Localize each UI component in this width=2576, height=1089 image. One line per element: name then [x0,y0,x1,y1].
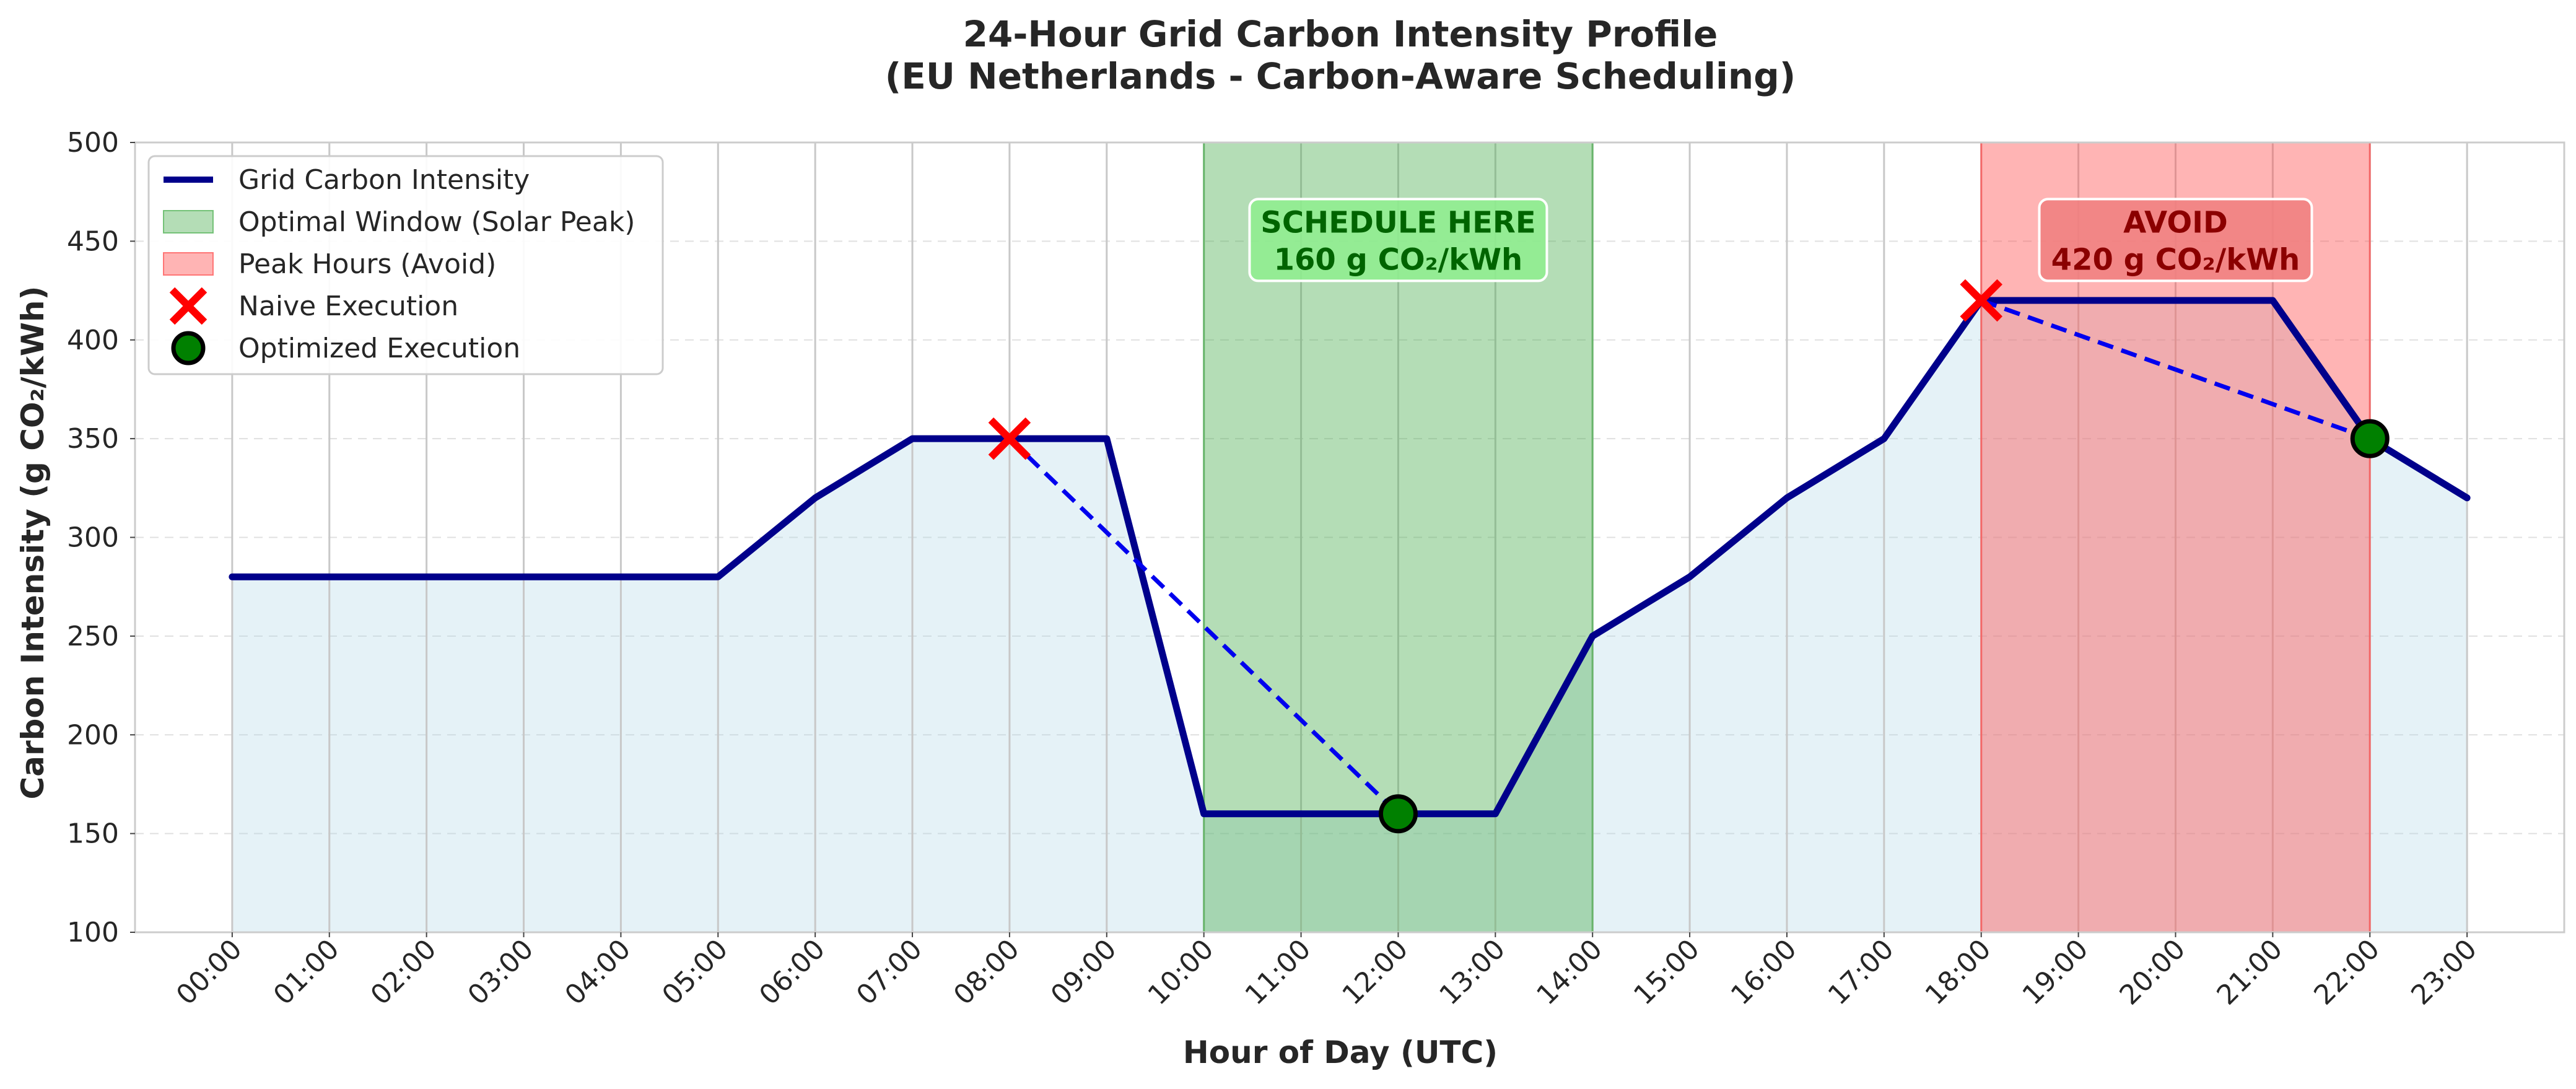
x-marker-stroke [988,417,1031,460]
x-tick-label: 22:00 [2308,934,2386,1012]
legend-frame [147,155,664,375]
y-axis-label: Carbon Intensity (g CO₂/kWh) [15,286,51,800]
naive-execution-marker [1960,279,2002,322]
optimized-execution-marker [2350,419,2390,458]
x-tick-label: 02:00 [365,934,443,1012]
x-tick-label: 04:00 [559,934,637,1012]
y-tick-label: 300 [67,522,119,554]
annotation-box [2038,198,2313,282]
x-tick-label: 08:00 [948,934,1026,1012]
optimized-execution-marker [1378,794,1418,834]
y-tick-label: 250 [67,621,119,652]
legend-swatch-circle [171,331,206,365]
y-tick-label: 450 [67,225,119,257]
x-tick-label: 20:00 [2114,934,2192,1012]
x-tick-label: 11:00 [1239,934,1317,1012]
x-tick-label: 03:00 [462,934,540,1012]
y-tick-label: 200 [67,719,119,751]
legend: Grid Carbon Intensity Optimal Window (Sol… [147,155,664,375]
legend-label: Naive Execution [238,291,458,322]
annotation-line-2: 420 g CO₂/kWh [2051,242,2300,277]
y-tick-label: 500 [67,127,119,159]
y-tick-label: 400 [67,325,119,356]
legend-label: Optimized Execution [238,333,520,364]
x-tick-label: 15:00 [1628,934,1706,1012]
x-tick-label: 13:00 [1433,934,1511,1012]
x-tick-label: 16:00 [1725,934,1803,1012]
annotation-line-2: 160 g CO₂/kWh [1274,242,1523,277]
x-marker-stroke [1960,279,2002,322]
naive-execution-marker [988,417,1031,460]
y-tick-label: 100 [67,917,119,948]
x-tick-label: 18:00 [1919,934,1997,1012]
annotation-line-1: AVOID [2123,205,2228,240]
legend-swatch-x [169,287,207,325]
x-axis-label: Hour of Day (UTC) [1183,1034,1498,1070]
x-marker-stroke [169,287,207,325]
area-fill [232,300,2468,932]
x-tick-label: 10:00 [1142,934,1220,1012]
legend-swatch-patch [163,252,214,276]
x-tick-label: 09:00 [1045,934,1123,1012]
x-tick-label: 00:00 [170,934,248,1012]
x-tick-label: 14:00 [1530,934,1609,1012]
legend-swatch-patch [163,210,214,234]
legend-label: Peak Hours (Avoid) [238,248,496,280]
x-tick-label: 21:00 [2211,934,2289,1012]
series-line-grid-carbon-intensity [229,297,2471,818]
legend-label: Optimal Window (Solar Peak) [238,206,635,238]
x-tick-label: 06:00 [753,934,831,1012]
shift-arrow [1980,298,2371,441]
chart-title: 24-Hour Grid Carbon Intensity Profile [963,13,1718,55]
x-tick-label: 05:00 [656,934,734,1012]
shift-arrow [1008,437,1400,816]
x-tick-label: 12:00 [1336,934,1414,1012]
annotation-box [1248,198,1548,282]
y-tick-label: 350 [67,423,119,455]
annotation-line-1: SCHEDULE HERE [1260,205,1535,240]
y-tick-label: 150 [67,818,119,850]
x-tick-label: 19:00 [2017,934,2095,1012]
legend-label: Grid Carbon Intensity [238,164,530,196]
x-tick-label: 01:00 [268,934,346,1012]
x-tick-label: 23:00 [2405,934,2483,1012]
x-tick-label: 07:00 [850,934,928,1012]
x-tick-label: 17:00 [1822,934,1900,1012]
chart-subtitle: (EU Netherlands - Carbon-Aware Schedulin… [885,55,1796,97]
